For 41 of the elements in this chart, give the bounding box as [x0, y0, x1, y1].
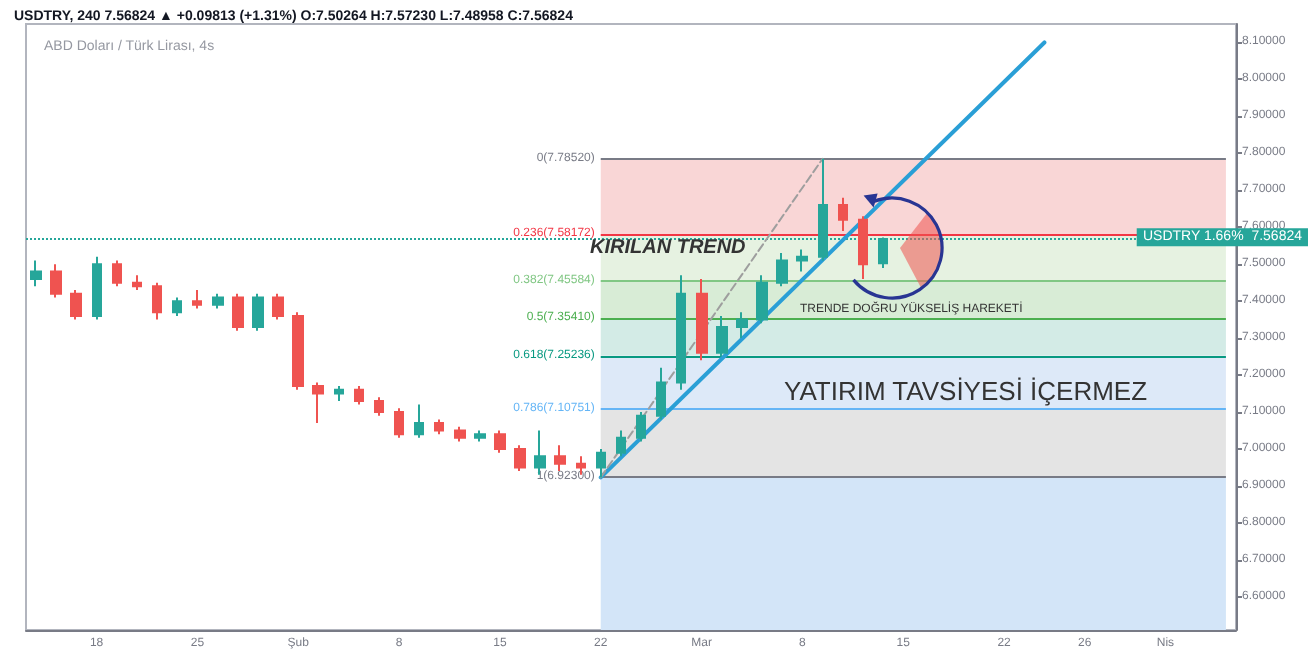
candlestick [394, 407, 404, 439]
candlestick [354, 385, 364, 406]
candlestick [616, 429, 626, 458]
candlestick [172, 296, 182, 317]
candlestick [858, 215, 868, 280]
candlestick [312, 381, 324, 425]
candlestick [796, 248, 808, 273]
candlestick [656, 366, 666, 421]
candlestick [152, 281, 162, 321]
candlestick [736, 311, 748, 340]
candlestick [252, 292, 264, 332]
candlestick [596, 447, 606, 479]
candlestick [232, 292, 244, 332]
candlestick [636, 410, 646, 443]
candlestick [494, 429, 506, 454]
annotation: KIRILAN TREND [590, 237, 746, 259]
candlestick [554, 444, 566, 473]
candlestick [776, 252, 788, 288]
candlestick [334, 385, 344, 402]
candlestick [212, 292, 224, 310]
candlestick [514, 444, 526, 473]
candlestick [414, 403, 424, 439]
candlestick [272, 292, 284, 321]
candlestick [716, 314, 728, 358]
candlestick [292, 311, 304, 391]
candlestick [112, 259, 122, 288]
candlestick [92, 255, 102, 321]
candlestick [50, 263, 62, 299]
candlestick [30, 259, 42, 288]
candlestick [756, 274, 768, 325]
candlestick [454, 425, 466, 443]
candlestick [838, 196, 848, 232]
candlestick [192, 289, 202, 310]
candlestick [132, 274, 142, 292]
candlestick [434, 418, 444, 436]
candlestick [70, 289, 82, 321]
annotation: YATIRIM TAVSİYESİ İÇERMEZ [784, 376, 1148, 406]
candlestick [696, 277, 708, 362]
candlestick [374, 396, 384, 417]
candlestick [474, 429, 486, 443]
candlestick [676, 274, 686, 391]
